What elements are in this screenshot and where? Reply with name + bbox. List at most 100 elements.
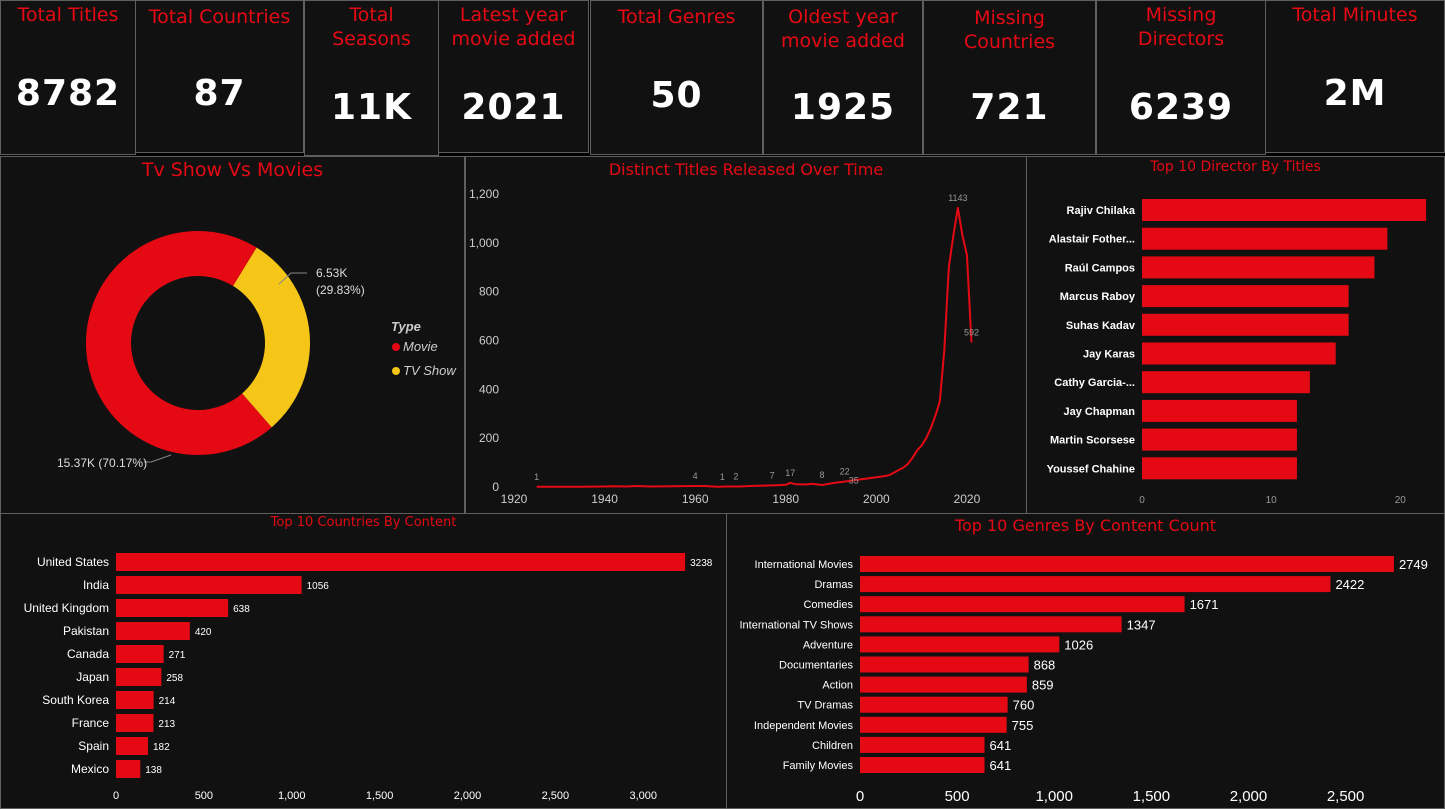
kpi-title: Total Countries — [148, 6, 291, 28]
bar — [116, 553, 686, 571]
x-tick-label: 0 — [113, 790, 119, 802]
data-label: 1 — [534, 472, 539, 482]
kpi-title: Total Titles — [17, 4, 119, 26]
bar — [116, 760, 141, 778]
x-tick-label: 1960 — [682, 492, 709, 506]
x-tick-label: 2000 — [863, 492, 890, 506]
line-panel: Distinct Titles Released Over Time 0 200 4… — [465, 156, 1027, 514]
legend-title: Type — [391, 319, 421, 334]
category-label: Alastair Fother... — [1049, 234, 1135, 246]
bar — [116, 599, 229, 617]
data-label: 2749 — [1399, 557, 1428, 572]
bar — [860, 596, 1185, 613]
x-tick-label: 1,000 — [278, 790, 306, 802]
x-tick-label: 2020 — [954, 492, 981, 506]
category-label: Youssef Chahine — [1047, 463, 1135, 475]
category-label: United States — [37, 555, 109, 569]
x-tick-label: 500 — [195, 790, 213, 802]
category-label: Family Movies — [783, 760, 854, 772]
kpi-value: 2M — [1323, 73, 1387, 114]
bar — [116, 645, 164, 663]
directors-bar-chart: Rajiv Chilaka Alastair Fother... Raúl Camp… — [1047, 199, 1427, 506]
directors-panel: Top 10 Director By Titles Rajiv Chilaka A… — [1026, 156, 1445, 514]
data-label: 1347 — [1127, 617, 1156, 632]
data-label: 3238 — [690, 558, 713, 569]
y-tick-label: 0 — [492, 480, 499, 494]
category-label: Marcus Raboy — [1060, 291, 1136, 303]
bar — [116, 622, 190, 640]
bar — [1142, 227, 1388, 250]
kpi-value: 87 — [193, 73, 246, 114]
bar — [860, 757, 985, 773]
kpi-card-total-seasons: Total Seasons 11K — [304, 0, 439, 156]
bar — [860, 616, 1122, 633]
genres-bar-chart: International Movies 2749 Dramas 2422 Comedi… — [739, 556, 1428, 805]
category-label: Dramas — [814, 579, 853, 591]
data-label: 1056 — [307, 581, 330, 592]
category-label: TV Dramas — [797, 700, 853, 712]
data-label: 271 — [169, 650, 186, 661]
bar — [1142, 399, 1297, 422]
legend-marker — [392, 343, 400, 351]
donut-label-tv-show-pct: (29.83%) — [316, 283, 365, 297]
data-label: 859 — [1032, 678, 1054, 693]
y-tick-label: 1,200 — [469, 187, 499, 201]
kpi-title: Total Minutes — [1292, 4, 1418, 26]
x-tick-label: 1,500 — [366, 790, 394, 802]
data-label: 213 — [158, 719, 175, 730]
category-label: Canada — [67, 647, 109, 661]
bar — [860, 656, 1029, 673]
donut-panel: Tv Show Vs Movies 6.53K (29.83%) 15.37K (7… — [0, 156, 465, 514]
donut-slice-movie — [86, 231, 272, 455]
kpi-value: 2021 — [461, 87, 566, 128]
data-label: 868 — [1034, 658, 1056, 673]
category-label: Suhas Kadav — [1066, 320, 1136, 332]
bar — [116, 714, 154, 732]
data-label: 1 — [720, 472, 725, 482]
x-tick-label: 2,500 — [542, 790, 570, 802]
category-label: Documentaries — [779, 660, 853, 672]
kpi-value: 11K — [331, 87, 412, 128]
legend-item: Movie — [403, 339, 438, 354]
y-tick-label: 400 — [479, 382, 499, 396]
category-label: Rajiv Chilaka — [1067, 205, 1136, 217]
line-series-titles — [536, 206, 973, 488]
data-label: 641 — [990, 758, 1012, 773]
data-label: 1026 — [1064, 637, 1093, 652]
data-label: 8 — [819, 470, 824, 480]
x-tick-label: 1920 — [501, 492, 528, 506]
category-label: Action — [822, 680, 853, 692]
x-tick-label: 1980 — [772, 492, 799, 506]
kpi-value: 1925 — [790, 87, 896, 128]
kpi-card-total-titles: Total Titles 8782 — [0, 0, 136, 155]
bar — [860, 636, 1060, 653]
countries-title: Top 10 Countries By Content — [270, 515, 457, 530]
category-label: International Movies — [755, 559, 854, 571]
data-label: 4 — [693, 471, 698, 481]
donut-label-movie: 15.37K (70.17%) — [57, 456, 147, 470]
bar — [116, 737, 148, 755]
data-label: 2 — [733, 472, 738, 482]
line-chart: 0 200 400 600 800 1,000 1,200 1920 1940 1960 1980 2… — [469, 187, 981, 506]
bar — [116, 668, 162, 686]
x-tick-label: 1,000 — [1035, 788, 1073, 805]
x-tick-label: 2,000 — [454, 790, 482, 802]
donut-label-tv-show: 6.53K — [316, 266, 347, 280]
x-tick-label: 1,500 — [1133, 788, 1171, 805]
countries-bar-chart: United States 3238 India 1056 United Kingdom… — [24, 553, 713, 802]
category-label: France — [72, 716, 110, 730]
directors-title: Top 10 Director By Titles — [1150, 159, 1321, 175]
bar — [1142, 256, 1375, 279]
data-label: 638 — [233, 604, 250, 615]
x-tick-label: 2,000 — [1230, 788, 1268, 805]
data-label: 1143 — [948, 193, 967, 203]
donut-chart: 6.53K (29.83%) 15.37K (70.17%) Type Movie TV … — [57, 231, 457, 470]
kpi-card-total-minutes: Total Minutes 2M — [1265, 0, 1445, 153]
category-label: Children — [812, 740, 853, 752]
donut-slice-tv-show — [233, 247, 311, 428]
data-label: 35 — [849, 475, 859, 485]
bar — [1142, 371, 1310, 394]
kpi-card-total-countries: Total Countries 87 — [135, 0, 304, 153]
category-label: Comedies — [803, 599, 853, 611]
data-label: 1671 — [1190, 597, 1219, 612]
